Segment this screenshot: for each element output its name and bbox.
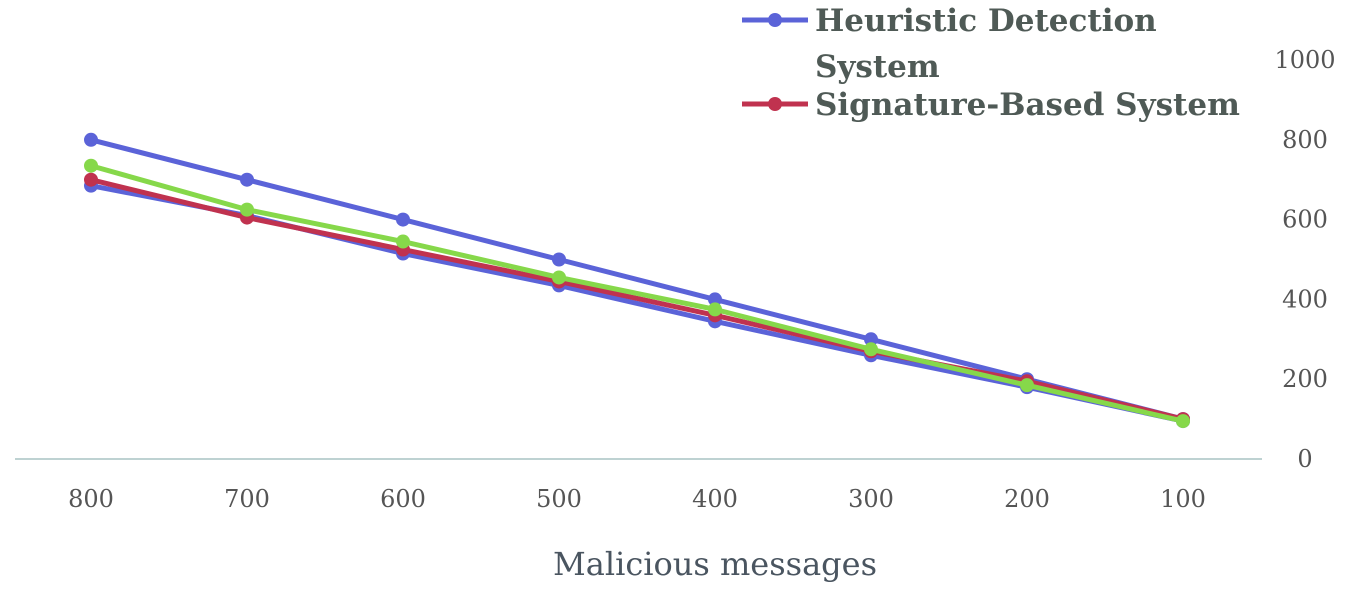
data-point	[708, 302, 722, 317]
y-tick-label: 0	[1297, 445, 1312, 473]
legend-swatch-marker	[768, 13, 782, 27]
data-point	[1176, 414, 1190, 429]
x-tick-label: 500	[536, 485, 582, 513]
data-point	[552, 252, 566, 267]
y-tick-label: 800	[1282, 126, 1328, 154]
data-point	[84, 172, 98, 187]
x-tick-label: 700	[224, 485, 270, 513]
data-point	[396, 212, 410, 227]
x-tick-label: 800	[68, 485, 114, 513]
data-point	[552, 270, 566, 285]
legend-label: Heuristic Detection	[815, 3, 1157, 39]
x-tick-label: 100	[1160, 485, 1206, 513]
series-1	[84, 132, 1190, 427]
data-point	[84, 158, 98, 173]
data-point	[1020, 378, 1034, 393]
series-4	[84, 158, 1190, 429]
data-point	[396, 234, 410, 249]
y-tick-label: 600	[1282, 206, 1328, 234]
data-point	[240, 172, 254, 187]
x-tick-label: 400	[692, 485, 738, 513]
legend-swatch-marker	[768, 97, 782, 111]
x-tick-label: 300	[848, 485, 894, 513]
data-point	[240, 202, 254, 217]
legend-item: Signature-Based System	[742, 87, 1240, 123]
legend-label: Signature-Based System	[815, 87, 1240, 123]
x-tick-label: 600	[380, 485, 426, 513]
y-tick-label: 1000	[1274, 46, 1335, 74]
axes: 800 700 600 500 400 300 200 1000200400600800100…	[15, 46, 1336, 513]
legend: Heuristic Detection SystemSignature-Based…	[742, 3, 1240, 123]
data-point	[708, 292, 722, 307]
data-point	[864, 342, 878, 357]
series-group	[84, 132, 1190, 429]
data-point	[864, 332, 878, 347]
series-line	[88, 177, 1186, 422]
data-point	[84, 132, 98, 147]
legend-item: Heuristic Detection System	[742, 3, 1157, 85]
series-line	[88, 137, 1186, 422]
x-tick-label: 200	[1004, 485, 1050, 513]
x-axis-title: Malicious messages	[553, 545, 877, 583]
y-tick-label: 200	[1282, 365, 1328, 393]
legend-label: System	[815, 49, 940, 85]
series-line	[88, 163, 1186, 424]
y-tick-label: 400	[1282, 285, 1328, 313]
